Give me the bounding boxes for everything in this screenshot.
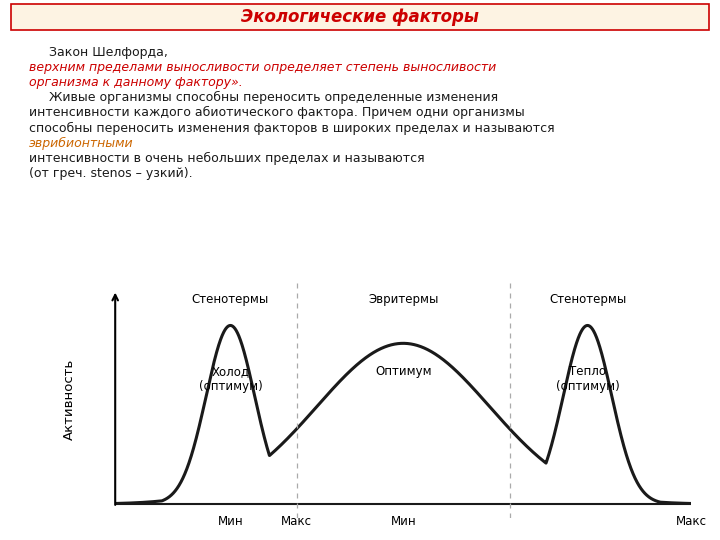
Text: Экологические факторы: Экологические факторы <box>241 8 479 26</box>
Text: Закон Шелфорда,: Закон Шелфорда, <box>29 46 171 59</box>
Text: Мин: Мин <box>217 515 243 528</box>
Text: Эвритермы: Эвритермы <box>368 293 438 306</box>
Text: Живые организмы способны переносить определенные изменения: Живые организмы способны переносить опре… <box>29 91 498 104</box>
Text: интенсивности в очень небольших пределах и называются: интенсивности в очень небольших пределах… <box>29 152 428 165</box>
Text: Макс: Макс <box>281 515 312 528</box>
Text: Активность: Активность <box>63 359 76 440</box>
Text: Холод
(оптимум): Холод (оптимум) <box>199 364 262 393</box>
Text: Стенотермы: Стенотермы <box>549 293 626 306</box>
Text: Макс: Макс <box>675 515 707 528</box>
Text: верхним пределами выносливости определяет степень выносливости: верхним пределами выносливости определяе… <box>29 61 496 74</box>
Text: способны переносить изменения факторов в широких пределах и называются: способны переносить изменения факторов в… <box>29 122 554 134</box>
Text: Стенотермы: Стенотермы <box>192 293 269 306</box>
Text: Мин: Мин <box>390 515 416 528</box>
Text: организма к данному фактору».: организма к данному фактору». <box>29 76 243 89</box>
FancyBboxPatch shape <box>11 4 709 30</box>
Text: интенсивности каждого абиотического фактора. Причем одни организмы: интенсивности каждого абиотического факт… <box>29 106 525 119</box>
Text: Тепло
(оптимум): Тепло (оптимум) <box>556 364 619 393</box>
Text: (от греч. stenos – узкий).: (от греч. stenos – узкий). <box>29 167 192 180</box>
Text: Оптимум: Оптимум <box>375 364 431 378</box>
Text: эврибионтными: эврибионтными <box>29 137 133 150</box>
